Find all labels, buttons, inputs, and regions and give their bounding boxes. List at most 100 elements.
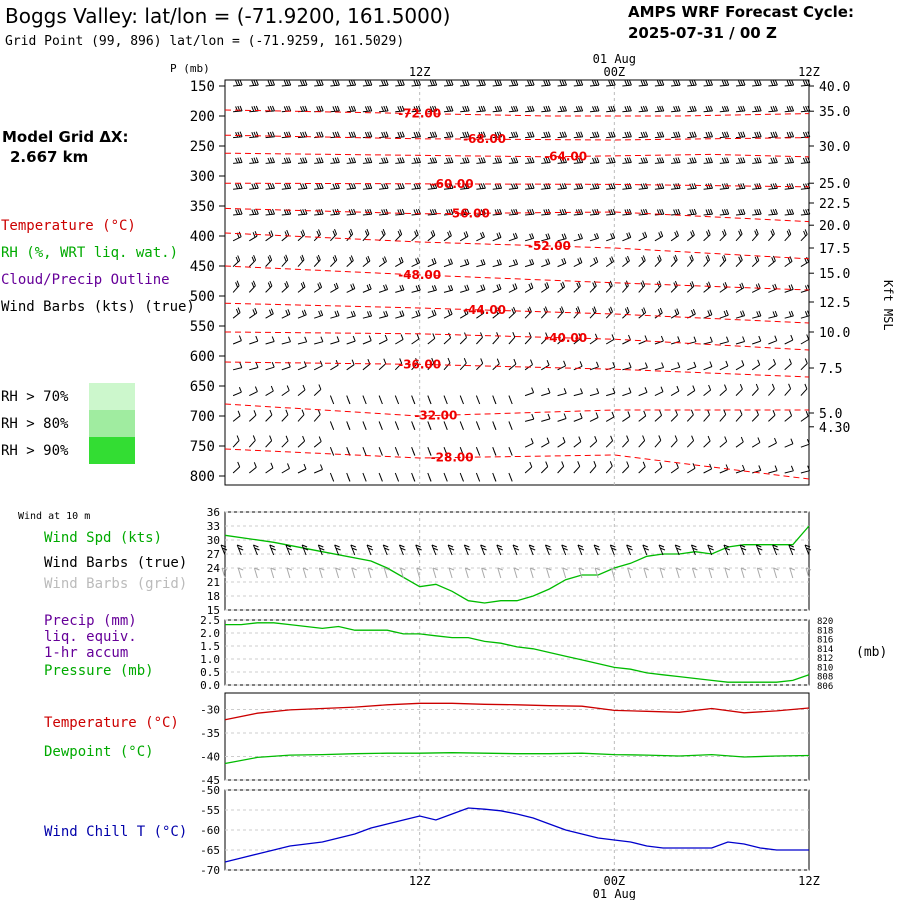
wind-barb bbox=[784, 105, 795, 113]
wind-barb bbox=[622, 306, 630, 319]
wind-barb bbox=[573, 183, 584, 190]
wind-barb bbox=[313, 409, 321, 422]
wind-barb bbox=[411, 333, 420, 345]
wind-barb-grid bbox=[448, 567, 455, 579]
wind-barb bbox=[281, 79, 292, 87]
wind-barb bbox=[508, 259, 519, 268]
wind-barb bbox=[476, 259, 486, 268]
wind-barb bbox=[752, 310, 762, 319]
wind-barb bbox=[459, 332, 467, 345]
wind-barb bbox=[768, 131, 778, 139]
wind-barb bbox=[265, 385, 274, 397]
wind-barb bbox=[314, 105, 324, 113]
wind-barb bbox=[735, 436, 744, 448]
wind-barb bbox=[233, 157, 243, 164]
pressure-tick-label: 350 bbox=[190, 199, 215, 215]
wind-barb bbox=[735, 464, 745, 474]
wind-barb bbox=[540, 461, 549, 474]
wind-barb bbox=[589, 333, 598, 345]
wind-barb-grid bbox=[562, 567, 568, 579]
wind-barb bbox=[622, 79, 632, 87]
wind-barb bbox=[719, 282, 728, 293]
wind-barb bbox=[329, 472, 335, 482]
isotherm-label: -72.00 bbox=[398, 107, 441, 121]
rh90-swatch bbox=[89, 437, 135, 464]
wind-barb bbox=[524, 413, 535, 422]
wind-barb bbox=[735, 409, 743, 422]
wind-barb bbox=[589, 157, 600, 164]
wind-barb bbox=[249, 131, 259, 139]
wind-barb bbox=[329, 447, 335, 456]
wind-barb bbox=[768, 255, 776, 267]
wind-barb bbox=[411, 208, 421, 216]
wind-barb bbox=[622, 232, 632, 242]
wind-barb bbox=[411, 105, 421, 113]
wind-barb bbox=[605, 411, 615, 422]
wind-barb bbox=[670, 409, 678, 422]
time-tick-bottom: 00Z bbox=[603, 874, 625, 888]
legend-rh80: RH > 80% bbox=[1, 416, 69, 432]
wind-barb bbox=[703, 384, 712, 396]
isotherm-line bbox=[224, 403, 809, 417]
wind-barb bbox=[735, 183, 746, 190]
grid-spacing-title: Model Grid ΔX: bbox=[2, 128, 129, 146]
wind-barb bbox=[492, 79, 503, 87]
wind-barb bbox=[508, 131, 519, 139]
isotherm-label: -48.00 bbox=[398, 268, 441, 282]
wind-barb bbox=[800, 284, 810, 293]
wind-barb bbox=[784, 334, 794, 345]
wind-barb bbox=[800, 131, 811, 139]
wind-barb-grid bbox=[416, 567, 422, 579]
wind-barb bbox=[606, 105, 616, 113]
wind-barb bbox=[460, 157, 470, 164]
wind-barb bbox=[233, 183, 243, 190]
wind-barb bbox=[508, 447, 513, 456]
wind-barb bbox=[346, 359, 355, 371]
wind-barb bbox=[703, 309, 713, 319]
wind-barb bbox=[686, 281, 695, 293]
wind-barb bbox=[476, 284, 486, 293]
wind-barb bbox=[443, 447, 448, 456]
wind-barb bbox=[589, 183, 600, 190]
wind-barb-true bbox=[544, 544, 552, 556]
wind-barb bbox=[768, 383, 775, 396]
wind-barb-grid bbox=[351, 567, 357, 579]
wind-barb bbox=[719, 254, 727, 267]
wind-barb bbox=[541, 233, 551, 242]
wind-barb bbox=[492, 358, 500, 371]
wind-barb bbox=[443, 157, 454, 164]
wind-barb bbox=[622, 280, 629, 293]
wind-barb bbox=[330, 229, 337, 242]
wind-barb bbox=[605, 280, 613, 293]
wind-barb bbox=[411, 284, 421, 293]
isotherm-line bbox=[224, 265, 810, 291]
wind-barb bbox=[362, 359, 371, 371]
wind-barb bbox=[427, 230, 436, 242]
wind-barb bbox=[508, 358, 517, 371]
wind-barb bbox=[459, 231, 469, 242]
wind-barb bbox=[784, 131, 795, 139]
wind-barb bbox=[232, 362, 243, 371]
wind-barb bbox=[557, 437, 566, 448]
wind-barb bbox=[443, 258, 453, 268]
wind-barb bbox=[427, 421, 432, 430]
wind-barb bbox=[686, 409, 694, 422]
wind-barb-grid bbox=[643, 567, 649, 579]
pressure-mb-unit: (mb) bbox=[856, 645, 887, 660]
height-tick-label: 20.0 bbox=[819, 219, 850, 234]
wind-barb bbox=[281, 385, 290, 397]
wind-barb bbox=[281, 254, 289, 267]
wind-barb bbox=[735, 229, 743, 242]
wind-barb bbox=[784, 438, 794, 448]
temperature-panel: -30 -35 -40 -45 bbox=[200, 692, 810, 787]
wind-barb bbox=[687, 361, 697, 371]
wind-barb bbox=[557, 281, 566, 293]
y-tick-label: -70 bbox=[200, 864, 220, 877]
wind-barb bbox=[638, 335, 648, 345]
time-tick-top: 12Z bbox=[798, 65, 820, 79]
wind-barb bbox=[460, 105, 470, 113]
wind-barb bbox=[589, 461, 597, 474]
wind-barb bbox=[508, 105, 519, 113]
wind-barb bbox=[622, 362, 632, 371]
wind-barb bbox=[248, 462, 257, 474]
